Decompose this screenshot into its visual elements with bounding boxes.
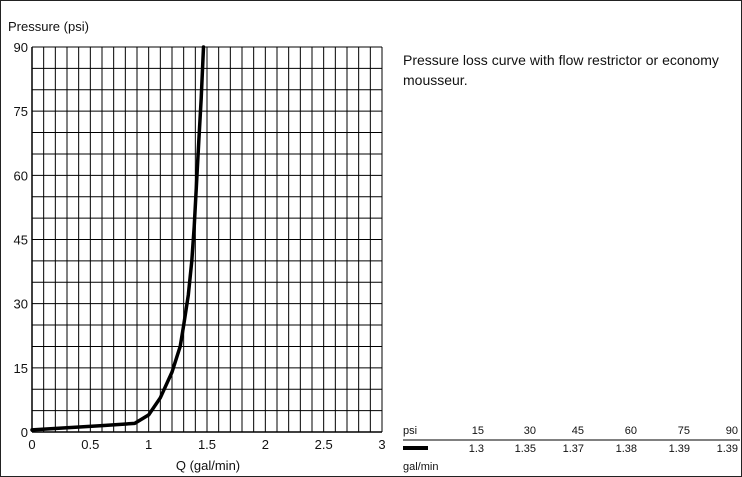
x-tick-label: 3 bbox=[378, 437, 385, 452]
x-tick-labels: 0 0.5 1 1.5 2 2.5 3 bbox=[28, 437, 385, 452]
series-group bbox=[30, 45, 206, 432]
table-flow-value: 1.39 bbox=[668, 443, 690, 455]
table-flow-value: 1.37 bbox=[562, 443, 584, 455]
table-psi-value: 30 bbox=[523, 425, 536, 437]
table-psi-label: psi bbox=[403, 425, 418, 437]
x-axis-label: Q (gal/min) bbox=[176, 458, 240, 473]
y-tick-label: 90 bbox=[14, 40, 28, 55]
y-tick-label: 30 bbox=[14, 297, 28, 312]
y-tick-label: 60 bbox=[14, 168, 28, 183]
series-line bbox=[30, 45, 206, 432]
x-tick-label: 0.5 bbox=[81, 437, 99, 452]
x-tick-label: 1.5 bbox=[198, 437, 216, 452]
chart-description: Pressure loss curve with flow restrictor… bbox=[403, 52, 719, 88]
table-flow-value: 1.3 bbox=[468, 443, 484, 455]
table-psi-value: 75 bbox=[677, 425, 690, 437]
y-tick-label: 15 bbox=[14, 361, 28, 376]
table-flow-value: 1.38 bbox=[615, 443, 637, 455]
y-tick-label: 0 bbox=[21, 425, 28, 440]
table-flow-label: gal/min bbox=[403, 461, 439, 473]
x-tick-label: 2.5 bbox=[315, 437, 333, 452]
table-psi-value: 15 bbox=[471, 425, 484, 437]
y-tick-labels: 0 15 30 45 60 75 90 bbox=[14, 40, 28, 440]
chart-axes bbox=[31, 46, 383, 433]
table-flow-value: 1.39 bbox=[716, 443, 738, 455]
y-tick-label: 75 bbox=[14, 104, 28, 119]
x-tick-label: 2 bbox=[262, 437, 269, 452]
grid-major bbox=[32, 67, 382, 412]
y-tick-label: 45 bbox=[14, 233, 28, 248]
table-psi-value: 45 bbox=[571, 425, 584, 437]
x-tick-label: 0 bbox=[28, 437, 35, 452]
y-axis-label: Pressure (psi) bbox=[8, 19, 89, 34]
table-flow-value: 1.35 bbox=[514, 443, 536, 455]
x-tick-label: 1 bbox=[145, 437, 152, 452]
table-psi-value: 60 bbox=[624, 425, 637, 437]
table-psi-value: 90 bbox=[725, 425, 738, 437]
